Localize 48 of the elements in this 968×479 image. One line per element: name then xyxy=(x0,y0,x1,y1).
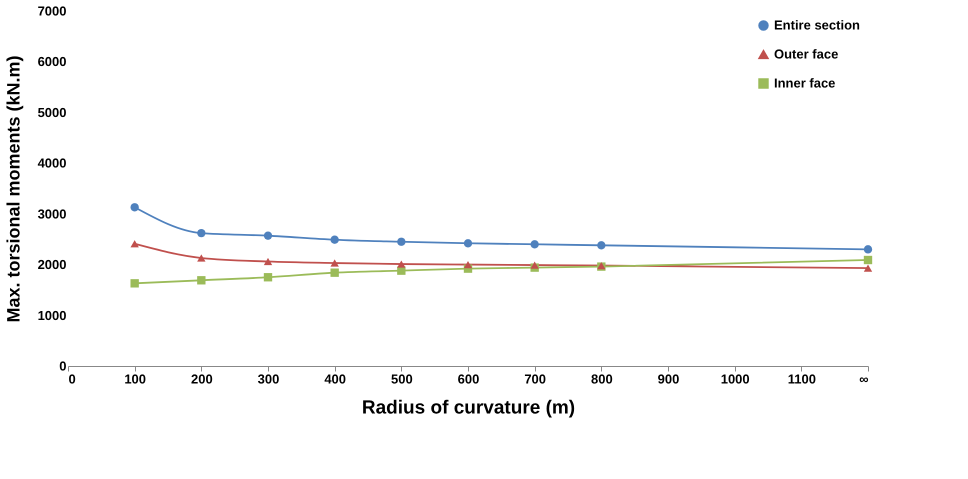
legend-label: Outer face xyxy=(774,46,838,62)
legend-label: Entire section xyxy=(774,18,860,32)
x-tick-label: 100 xyxy=(124,372,146,386)
point xyxy=(197,228,206,238)
x-tick-label: 0 xyxy=(68,372,76,386)
point xyxy=(864,256,872,264)
x-tick-label: 1000 xyxy=(720,372,750,386)
point xyxy=(264,258,272,266)
point xyxy=(330,236,339,244)
point xyxy=(197,254,206,262)
point xyxy=(130,203,139,212)
x-tick-label: 500 xyxy=(390,372,413,386)
y-tick-label: 0 xyxy=(59,358,66,374)
point xyxy=(530,261,539,269)
point xyxy=(464,239,472,248)
x-tick-label: 200 xyxy=(190,372,213,386)
point xyxy=(530,240,539,248)
x-tick-label: 900 xyxy=(658,372,680,386)
y-tick-label: 4000 xyxy=(38,156,66,171)
y-tick-label: 6000 xyxy=(38,54,66,70)
y-tick-label: 5000 xyxy=(38,104,66,120)
point xyxy=(397,260,406,268)
x-tick-label: 600 xyxy=(458,372,480,386)
point xyxy=(130,240,139,248)
point xyxy=(330,259,339,267)
point xyxy=(864,245,872,254)
point xyxy=(597,241,606,250)
x-tick-label: 700 xyxy=(524,372,546,386)
x-tick-label: ∞ xyxy=(859,372,868,386)
x-tick-label: 400 xyxy=(324,372,346,386)
point xyxy=(130,279,139,288)
point xyxy=(264,231,272,240)
y-tick-label: 2000 xyxy=(38,257,66,272)
y-tick-label: 3000 xyxy=(38,206,66,222)
y-tick-label: 1000 xyxy=(38,308,66,323)
x-tick-label: 300 xyxy=(258,372,280,386)
x-axis-title: Radius of curvature (m) xyxy=(362,398,576,418)
point xyxy=(864,264,872,272)
x-tick-label: 1100 xyxy=(788,372,816,386)
legend-label: Inner face xyxy=(774,76,836,90)
y-tick-label: 7000 xyxy=(38,4,66,18)
x-tick-label: 800 xyxy=(590,372,613,386)
y-axis-title: Max. torsional moments (kN.m) xyxy=(4,55,24,323)
point xyxy=(197,276,206,284)
point xyxy=(397,238,406,246)
point xyxy=(264,273,272,282)
point xyxy=(330,268,339,277)
point xyxy=(464,260,472,268)
